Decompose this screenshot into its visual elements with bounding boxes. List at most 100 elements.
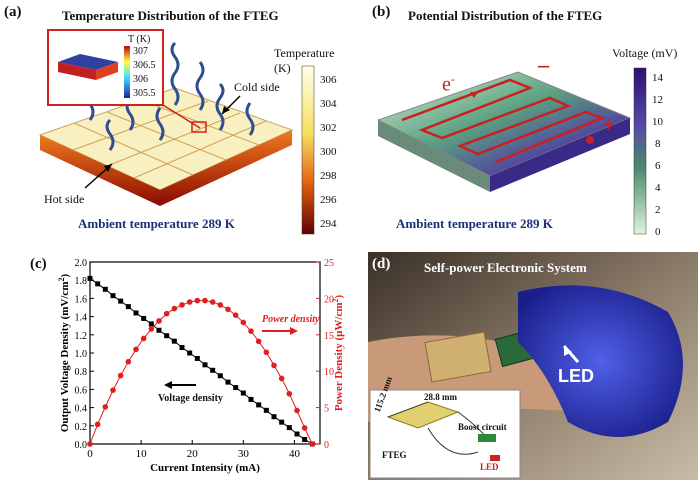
current-path	[401, 78, 606, 164]
voltage-point	[233, 385, 239, 391]
power-point	[248, 328, 254, 334]
minus-label: –	[538, 52, 549, 77]
volt-tick-7: 0	[655, 226, 661, 238]
power-point	[117, 372, 124, 379]
inset-dim-2: 28.8 mm	[424, 392, 457, 402]
power-point	[309, 441, 316, 447]
y-right-tick-label: 5	[324, 404, 329, 415]
panel-a-label: (a)	[4, 4, 22, 20]
power-point	[102, 404, 109, 410]
electron-symbol: e	[442, 73, 451, 96]
x-axis-label: Current Intensity (mA)	[150, 462, 260, 474]
x-tick-label: 0	[87, 448, 93, 460]
panel-b-title: Potential Distribution of the FTEG	[408, 8, 603, 23]
volt-tick-5: 4	[655, 182, 661, 194]
power-arrow-head	[290, 327, 298, 335]
temp-tick-5: 296	[320, 194, 337, 206]
electron-sup: -	[450, 72, 455, 86]
iv-power-chart: 0 10 20 30 400.00.20.40.60.81.01.21.41.61.82…	[57, 258, 345, 474]
voltage-point	[225, 379, 231, 385]
inset-tick-2: 306	[133, 74, 148, 85]
power-point	[294, 407, 300, 414]
inset-led-label: LED	[480, 462, 499, 472]
cold-side-label: Cold side	[234, 80, 280, 94]
voltage-point	[279, 419, 285, 425]
y-right-tick-label: 10	[324, 367, 334, 378]
panel-a-caption: Ambient temperature 289 K	[78, 216, 235, 231]
temperature-colorbar-title: Temperature (K)	[274, 46, 335, 75]
voltage-point	[148, 321, 154, 327]
power-point	[156, 318, 162, 324]
voltage-point	[294, 431, 300, 437]
power-point	[263, 349, 270, 356]
power-point	[209, 299, 216, 305]
panel-a-title: Temperature Distribution of the FTEG	[62, 8, 279, 23]
voltage-point	[187, 350, 193, 356]
power-point	[202, 297, 208, 304]
y-right-tick-label: 20	[324, 294, 334, 305]
power-point	[179, 302, 185, 308]
power-point	[125, 358, 132, 365]
power-point	[278, 375, 285, 382]
power-point	[148, 326, 155, 332]
teg-potential-model	[376, 67, 647, 235]
y-left-tick-label: 1.4	[75, 313, 88, 324]
voltage-colorbar-title: Voltage (mV)	[612, 46, 678, 60]
series-line-square	[89, 277, 313, 445]
power-point	[94, 421, 101, 428]
y-right-tick-label: 0	[324, 440, 329, 451]
x-tick-label: 40	[289, 448, 301, 460]
blue-glove	[518, 285, 683, 437]
x-tick-label: 10	[136, 448, 148, 460]
temp-tick-0: 306	[320, 74, 337, 86]
voltage-point	[87, 275, 93, 281]
annotation-power-density: Power density	[262, 314, 320, 325]
y-right-axis-label-sup: 2	[331, 298, 340, 302]
y-left-axis-label-end: )	[59, 274, 71, 278]
y-left-tick-label: 1.2	[75, 331, 88, 342]
power-point	[217, 302, 224, 308]
power-point	[232, 312, 239, 318]
y-left-tick-label: 0.2	[75, 422, 88, 433]
photo-led-demo	[368, 252, 698, 480]
temp-tick-6: 294	[320, 218, 337, 230]
voltage-point	[171, 338, 177, 344]
power-point	[240, 319, 247, 326]
power-point	[133, 346, 139, 353]
voltage-colorbar	[633, 67, 647, 235]
inset-title: T (K)	[128, 34, 151, 45]
panel-b: (b) Potential Distribution of the FTEG	[350, 0, 700, 240]
y-left-tick-label: 1.0	[75, 349, 88, 360]
plus-label: +	[602, 112, 615, 137]
panel-d: (d) Self-power Electronic System LED 115…	[368, 252, 698, 480]
power-point	[171, 305, 178, 312]
voltage-point	[95, 281, 101, 287]
voltage-point	[102, 286, 108, 292]
x-tick-label: 30	[238, 448, 250, 460]
voltage-point	[263, 407, 269, 413]
x-tick-label: 20	[187, 448, 199, 460]
voltage-point	[217, 373, 223, 379]
y-left-tick-label: 0.0	[75, 440, 88, 451]
voltage-point	[179, 345, 185, 351]
y-right-tick-label: 15	[324, 331, 334, 342]
inset-tick-1: 306.5	[133, 60, 156, 71]
y-left-tick-label: 0.8	[75, 367, 88, 378]
annotation-voltage-density: Voltage density	[158, 393, 223, 404]
voltage-point	[248, 396, 254, 402]
volt-tick-1: 12	[652, 94, 663, 106]
y-left-axis-label: Output Voltage Density (mV/cm2)	[57, 274, 71, 433]
panel-b-label: (b)	[372, 4, 391, 20]
panel-d-title: Self-power Electronic System	[424, 260, 587, 275]
voltage-point	[271, 414, 277, 420]
power-point	[301, 425, 308, 431]
power-point	[271, 362, 277, 369]
voltage-point	[156, 327, 162, 333]
power-point	[140, 335, 147, 342]
teg-front-side	[40, 135, 160, 206]
y-right-tick-label: 25	[324, 258, 334, 269]
y-right-axis-label-end: )	[333, 294, 345, 298]
led-label: LED	[558, 366, 594, 386]
inset-fteg-label: FTEG	[382, 450, 407, 460]
voltage-point	[164, 333, 170, 339]
